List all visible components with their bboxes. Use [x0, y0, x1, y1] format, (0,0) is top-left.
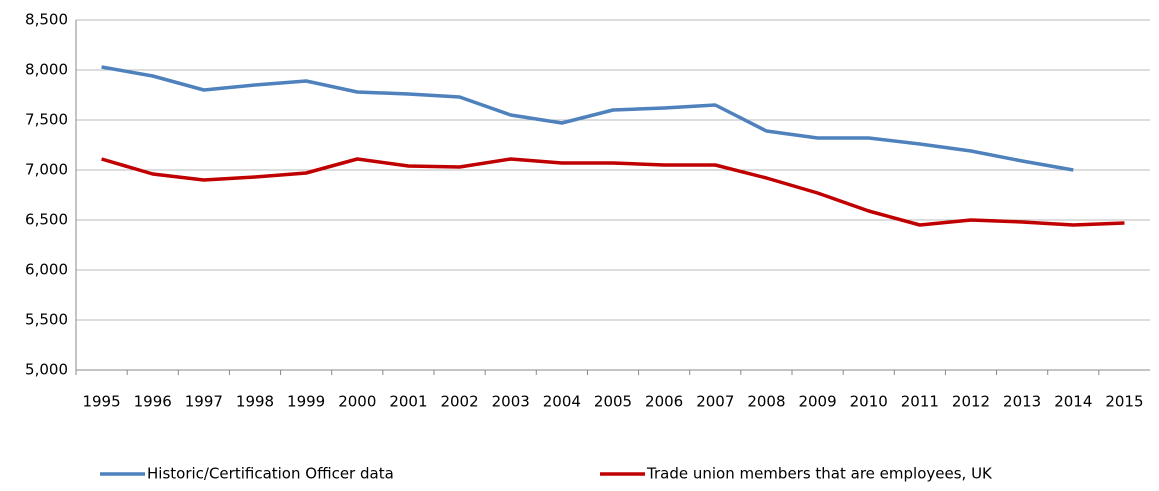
- y-tick-label: 7,500: [25, 111, 68, 129]
- y-tick-label: 5,000: [25, 361, 68, 379]
- legend-label: Trade union members that are employees, …: [646, 465, 993, 483]
- series-line: [101, 65, 1074, 172]
- x-tick-label: 2005: [594, 393, 632, 411]
- x-tick-label: 2009: [798, 393, 836, 411]
- y-tick-label: 5,500: [25, 311, 68, 329]
- x-tick-label: 2013: [1003, 393, 1041, 411]
- x-tick-label: 1999: [287, 393, 325, 411]
- x-tick-label: 1998: [236, 393, 274, 411]
- y-tick-label: 6,500: [25, 211, 68, 229]
- x-tick-label: 2014: [1054, 393, 1092, 411]
- x-tick-label: 2006: [645, 393, 683, 411]
- x-tick-label: 1997: [185, 393, 223, 411]
- x-tick-label: 2012: [952, 393, 990, 411]
- y-tick-label: 6,000: [25, 261, 68, 279]
- legend-label: Historic/Certification Officer data: [147, 465, 394, 483]
- x-tick-label: 2003: [492, 393, 530, 411]
- x-tick-label: 2004: [543, 393, 581, 411]
- series-line: [101, 157, 1125, 227]
- x-tick-label: 2001: [389, 393, 427, 411]
- x-tick-label: 2015: [1105, 393, 1143, 411]
- x-tick-label: 2008: [747, 393, 785, 411]
- y-tick-label: 7,000: [25, 161, 68, 179]
- y-tick-label: 8,500: [25, 11, 68, 29]
- y-tick-label: 8,000: [25, 61, 68, 79]
- x-tick-label: 2002: [440, 393, 478, 411]
- x-tick-label: 2010: [850, 393, 888, 411]
- x-tick-label: 1995: [82, 393, 120, 411]
- x-tick-label: 2000: [338, 393, 376, 411]
- x-tick-label: 1996: [134, 393, 172, 411]
- x-tick-label: 2011: [901, 393, 939, 411]
- x-tick-label: 2007: [696, 393, 734, 411]
